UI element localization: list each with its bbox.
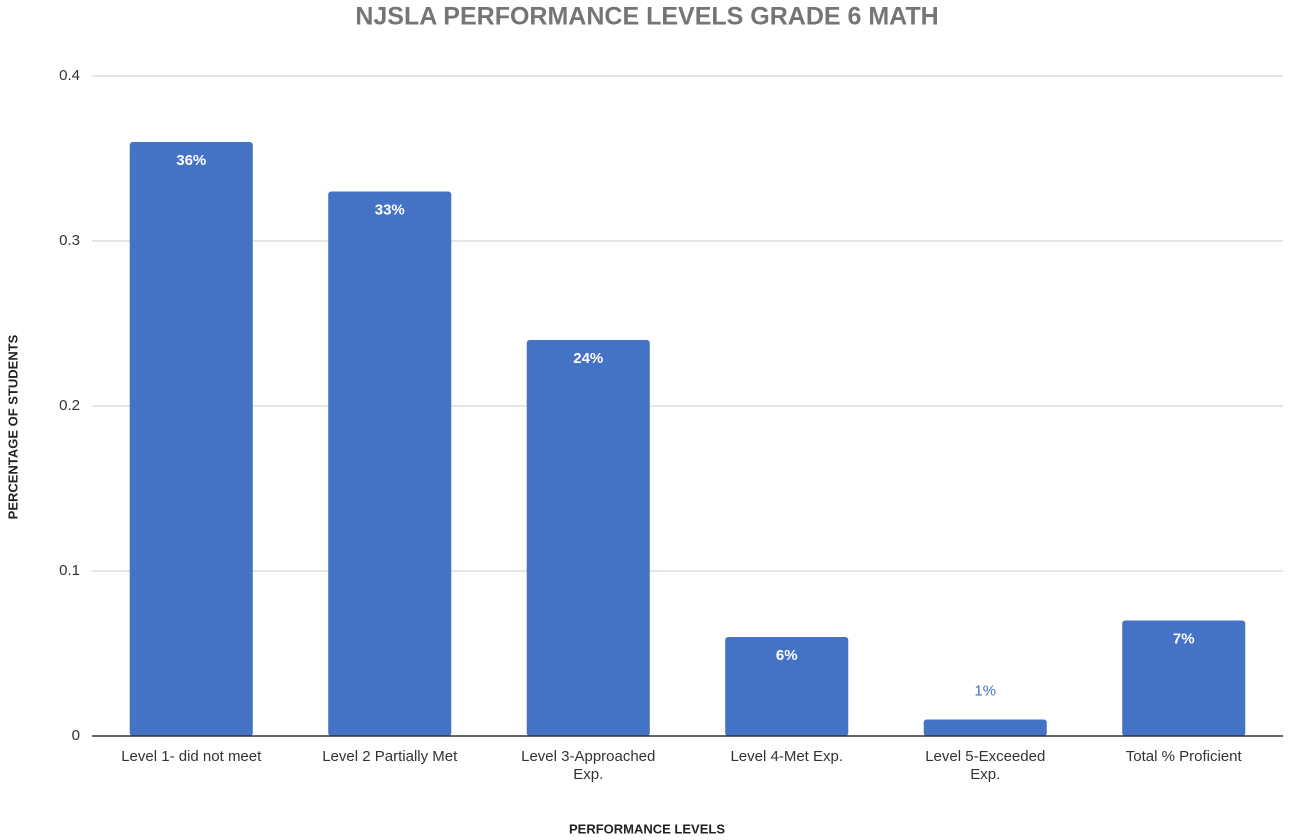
bar bbox=[725, 637, 849, 736]
data-label: 24% bbox=[573, 350, 603, 367]
x-tick-label: Level 4-Met Exp. bbox=[730, 748, 844, 765]
data-label: 6% bbox=[776, 647, 798, 664]
data-label: 33% bbox=[375, 201, 405, 218]
data-label: 1% bbox=[974, 682, 996, 699]
x-tick-label: Total % Proficient bbox=[1125, 748, 1242, 765]
x-tick-label: Level 2 Partially Met bbox=[322, 748, 458, 765]
y-tick-label: 0.1 bbox=[59, 562, 80, 579]
bar bbox=[129, 142, 253, 736]
chart-title: NJSLA PERFORMANCE LEVELS GRADE 6 MATH bbox=[355, 3, 938, 31]
data-label: 36% bbox=[176, 152, 206, 169]
y-tick-label: 0.2 bbox=[59, 397, 80, 414]
bar bbox=[328, 191, 452, 736]
bar bbox=[923, 719, 1047, 736]
y-tick-label: 0.3 bbox=[59, 232, 80, 249]
y-tick-label: 0 bbox=[72, 727, 80, 744]
bar bbox=[526, 340, 650, 736]
y-tick-label: 0.4 bbox=[59, 67, 80, 84]
x-tick-label: Level 1- did not meet bbox=[121, 748, 262, 765]
bar bbox=[1122, 620, 1246, 736]
x-tick-label: Level 5-Exceeded Exp. bbox=[925, 748, 1046, 783]
x-tick-label: Level 3-Approached Exp. bbox=[521, 748, 656, 783]
y-axis-title: PERCENTAGE OF STUDENTS bbox=[5, 334, 20, 519]
data-label: 7% bbox=[1173, 630, 1195, 647]
x-axis-title: PERFORMANCE LEVELS bbox=[569, 821, 725, 836]
